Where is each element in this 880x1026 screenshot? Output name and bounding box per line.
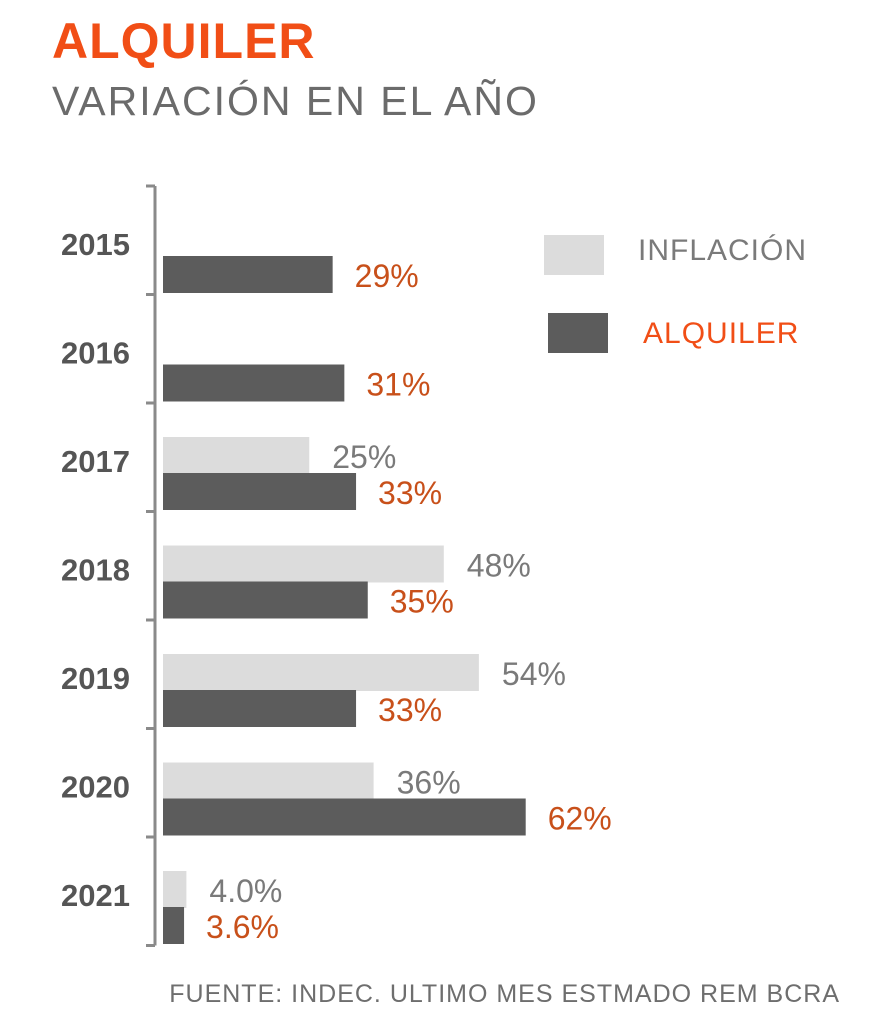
bar-inflacion <box>163 654 479 691</box>
year-tick-label: 2017 <box>61 444 130 479</box>
bar-alquiler <box>163 907 185 944</box>
bar-alquiler <box>163 473 357 510</box>
bar-inflacion <box>163 545 444 583</box>
legend-swatch-inflacion <box>544 235 604 275</box>
year-tick-label: 2016 <box>61 336 130 371</box>
data-label-inflacion: 48% <box>467 548 531 584</box>
bar-alquiler <box>163 581 368 619</box>
data-label-alquiler: 33% <box>378 475 442 511</box>
legend-label-alquiler: ALQUILER <box>643 317 800 350</box>
bar-inflacion <box>163 437 310 474</box>
data-label-alquiler: 62% <box>548 801 612 837</box>
data-label-alquiler: 29% <box>355 258 419 294</box>
year-tick-label: 2015 <box>61 227 130 262</box>
year-tick-label: 2019 <box>61 661 130 696</box>
legend-swatch-alquiler <box>548 313 608 353</box>
data-label-alquiler: 3.6% <box>206 909 279 945</box>
bar-alquiler <box>163 798 526 836</box>
bar-inflacion <box>163 762 374 800</box>
year-tick-label: 2018 <box>61 553 130 588</box>
bar-inflacion <box>163 871 187 908</box>
chart-subtitle: VARIACIÓN EN EL AÑO <box>52 78 539 124</box>
year-tick-label: 2021 <box>61 878 130 913</box>
data-label-alquiler: 31% <box>366 367 430 403</box>
data-label-alquiler: 33% <box>378 692 442 728</box>
source-note: FUENTE: INDEC. ULTIMO MES ESTMADO REM BC… <box>169 980 840 1008</box>
bar-alquiler <box>163 690 357 727</box>
data-label-alquiler: 35% <box>390 584 454 620</box>
legend-label-inflacion: INFLACIÓN <box>638 234 808 267</box>
data-label-inflacion: 25% <box>332 439 396 475</box>
bar-alquiler <box>163 364 345 402</box>
year-tick-label: 2020 <box>61 770 130 805</box>
data-label-inflacion: 36% <box>397 765 461 801</box>
chart-title: ALQUILER <box>52 13 316 69</box>
bar-alquiler <box>163 256 333 293</box>
data-label-inflacion: 54% <box>502 656 566 692</box>
data-label-inflacion: 4.0% <box>209 873 282 909</box>
